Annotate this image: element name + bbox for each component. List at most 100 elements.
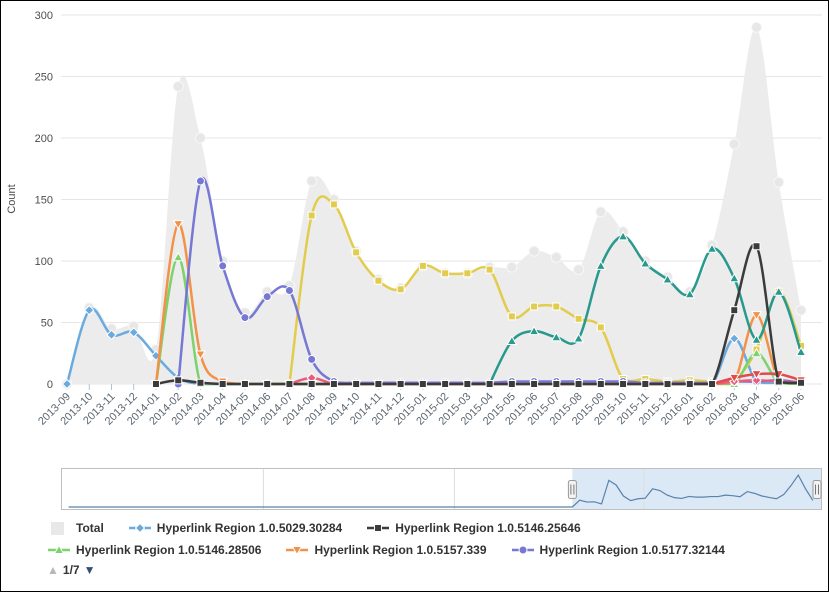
series-marker xyxy=(706,243,718,253)
series-marker xyxy=(307,354,317,364)
series-marker xyxy=(552,302,561,311)
series-marker xyxy=(550,251,562,263)
series-marker xyxy=(172,220,184,230)
series-marker xyxy=(441,380,450,388)
series-marker xyxy=(374,276,383,285)
series-marker xyxy=(306,175,318,187)
total-area xyxy=(67,26,801,384)
series-marker xyxy=(751,334,762,344)
y-axis-tick-label: 200 xyxy=(35,133,53,145)
series-marker xyxy=(418,380,427,388)
y-axis-title: Count xyxy=(6,184,18,213)
series-marker xyxy=(396,380,405,388)
legend-swatch-icon xyxy=(51,521,64,535)
series-marker xyxy=(463,269,472,278)
series-marker xyxy=(106,329,117,341)
series-marker xyxy=(307,380,316,388)
legend-marker-icon xyxy=(511,545,534,554)
legend-item-hyperlink-region-1-0-5146-28506[interactable]: Hyperlink Region 1.0.5146.28506 xyxy=(47,543,261,557)
series-marker xyxy=(596,323,605,332)
navigator[interactable] xyxy=(61,467,822,516)
series-marker xyxy=(172,80,184,92)
series-marker xyxy=(292,545,303,556)
series-marker xyxy=(773,176,785,188)
legend-row-2: Hyperlink Region 1.0.5146.28506 Hyperlink… xyxy=(47,540,817,559)
y-axis-tick-label: 300 xyxy=(35,10,53,22)
series-marker xyxy=(528,325,540,336)
legend-pager: ▲ 1/7 ▼ xyxy=(47,562,817,578)
series-marker xyxy=(752,242,761,251)
navigator-right-handle[interactable] xyxy=(812,480,822,499)
series-marker xyxy=(218,261,228,271)
legend-item-hyperlink-region-1-0-5157-339[interactable]: Hyperlink Region 1.0.5157.339 xyxy=(285,542,487,557)
series-marker xyxy=(485,265,494,274)
series-marker xyxy=(728,138,740,150)
series-marker xyxy=(751,370,762,380)
legend-marker-icon xyxy=(128,522,151,533)
series-marker xyxy=(596,380,605,388)
series-marker xyxy=(485,380,494,388)
series-marker xyxy=(84,304,95,316)
chart-legend: Total Hyperlink Region 1.0.5029.30284 Hype… xyxy=(47,518,817,578)
series-marker xyxy=(262,292,272,302)
series-marker xyxy=(662,273,673,284)
series-marker xyxy=(774,377,783,386)
series-marker xyxy=(307,211,316,220)
series-marker xyxy=(573,332,584,343)
series-marker xyxy=(595,206,607,218)
series-marker xyxy=(617,230,629,241)
series-marker xyxy=(518,545,528,554)
legend-row-1: Total Hyperlink Region 1.0.5029.30284 Hype… xyxy=(47,518,817,537)
y-axis-tick-label: 250 xyxy=(35,72,53,84)
legend-item-label: Hyperlink Region 1.0.5157.339 xyxy=(314,542,487,557)
series-marker xyxy=(218,380,227,388)
series-marker xyxy=(552,380,561,388)
series-marker xyxy=(441,269,450,278)
series-marker xyxy=(619,380,628,388)
series-marker xyxy=(53,543,65,554)
series-marker xyxy=(530,302,539,311)
series-marker xyxy=(641,380,650,388)
legend-item-label: Hyperlink Region 1.0.5029.30284 xyxy=(156,520,343,535)
legend-page-up-icon[interactable]: ▲ xyxy=(47,563,59,577)
series-marker xyxy=(172,251,184,262)
series-marker xyxy=(195,350,206,360)
series-marker xyxy=(61,378,73,390)
series-marker xyxy=(196,378,205,387)
series-marker xyxy=(463,380,472,388)
series-marker xyxy=(573,264,585,276)
series-marker xyxy=(574,380,583,388)
series-marker xyxy=(506,335,518,345)
series-marker xyxy=(595,260,607,270)
series-marker xyxy=(128,327,139,338)
legend-item-hyperlink-region-1-0-5177-32144[interactable]: Hyperlink Region 1.0.5177.32144 xyxy=(511,543,725,557)
navigator-left-handle[interactable] xyxy=(567,480,577,499)
legend-item-total[interactable]: Total xyxy=(47,521,104,535)
series-marker xyxy=(374,380,383,388)
series-marker xyxy=(263,380,272,388)
series-marker xyxy=(530,380,539,388)
series-marker xyxy=(507,380,516,388)
legend-marker-icon xyxy=(48,543,70,554)
series-marker xyxy=(728,272,740,283)
navigator-selection[interactable] xyxy=(572,469,821,509)
main-chart-plot: 050100150200250300Count2013-092013-10201… xyxy=(6,10,822,428)
series-marker xyxy=(506,261,518,273)
legend-item-hyperlink-region-1-0-5029-30284[interactable]: Hyperlink Region 1.0.5029.30284 xyxy=(128,521,342,535)
series-marker xyxy=(685,380,694,388)
series-marker xyxy=(728,373,740,384)
legend-item-hyperlink-region-1-0-5146-25646[interactable]: Hyperlink Region 1.0.5146.25646 xyxy=(366,521,581,535)
y-axis-tick-label: 100 xyxy=(35,256,53,268)
series-marker xyxy=(195,176,205,186)
legend-page-down-icon[interactable]: ▼ xyxy=(83,563,96,577)
series-marker xyxy=(729,333,740,344)
navigator-series-line xyxy=(68,473,814,508)
series-marker xyxy=(751,375,762,386)
series-marker xyxy=(751,311,762,321)
series-marker xyxy=(708,380,717,388)
series-marker xyxy=(174,376,183,385)
series-marker xyxy=(795,304,807,316)
series-marker xyxy=(639,257,651,268)
series-marker xyxy=(240,313,250,323)
